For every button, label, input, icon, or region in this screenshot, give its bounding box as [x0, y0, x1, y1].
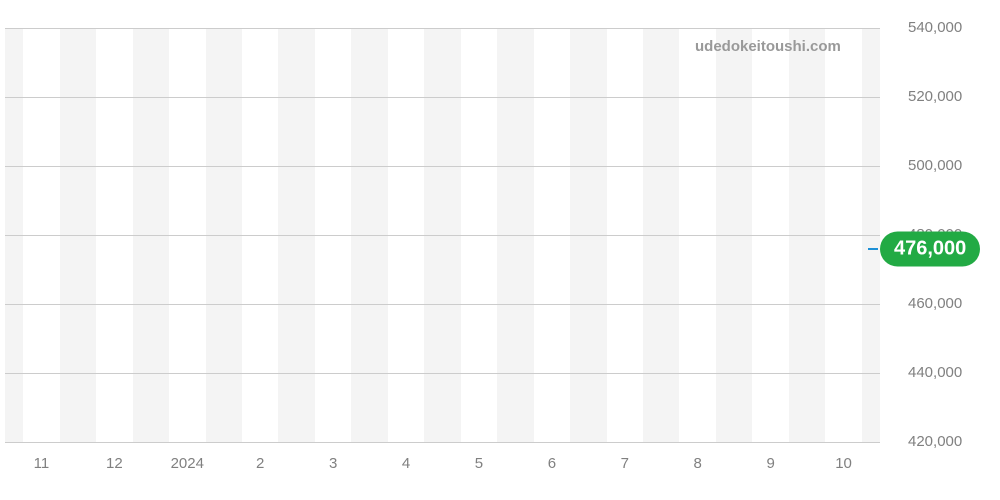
current-value-label: 476,000 [894, 237, 966, 259]
x-axis-label: 7 [621, 455, 629, 472]
current-value-tick [868, 248, 878, 250]
x-axis-label: 4 [402, 455, 410, 472]
y-axis-label: 520,000 [908, 88, 962, 105]
y-gridline [5, 304, 880, 305]
plot-area [5, 28, 880, 442]
price-chart: 420,000440,000460,000480,000500,000520,0… [0, 0, 1000, 500]
x-axis-label: 2024 [171, 455, 204, 472]
x-axis-label: 6 [548, 455, 556, 472]
y-axis-label: 440,000 [908, 364, 962, 381]
x-axis-label: 8 [694, 455, 702, 472]
y-gridline [5, 442, 880, 443]
y-gridline [5, 235, 880, 236]
y-gridline [5, 166, 880, 167]
x-axis-label: 2 [256, 455, 264, 472]
x-axis-label: 11 [34, 455, 50, 472]
y-axis-label: 500,000 [908, 157, 962, 174]
x-axis-label: 5 [475, 455, 483, 472]
y-gridline [5, 97, 880, 98]
x-axis-label: 9 [766, 455, 774, 472]
x-axis-label: 3 [329, 455, 337, 472]
y-gridline [5, 373, 880, 374]
y-axis-label: 460,000 [908, 295, 962, 312]
y-axis-label: 540,000 [908, 19, 962, 36]
x-axis-label: 12 [106, 455, 123, 472]
current-value-badge: 476,000 [880, 231, 980, 266]
x-axis-label: 10 [835, 455, 852, 472]
y-gridline [5, 28, 880, 29]
watermark-text: udedokeitoushi.com [695, 38, 841, 55]
y-axis-label: 420,000 [908, 433, 962, 450]
